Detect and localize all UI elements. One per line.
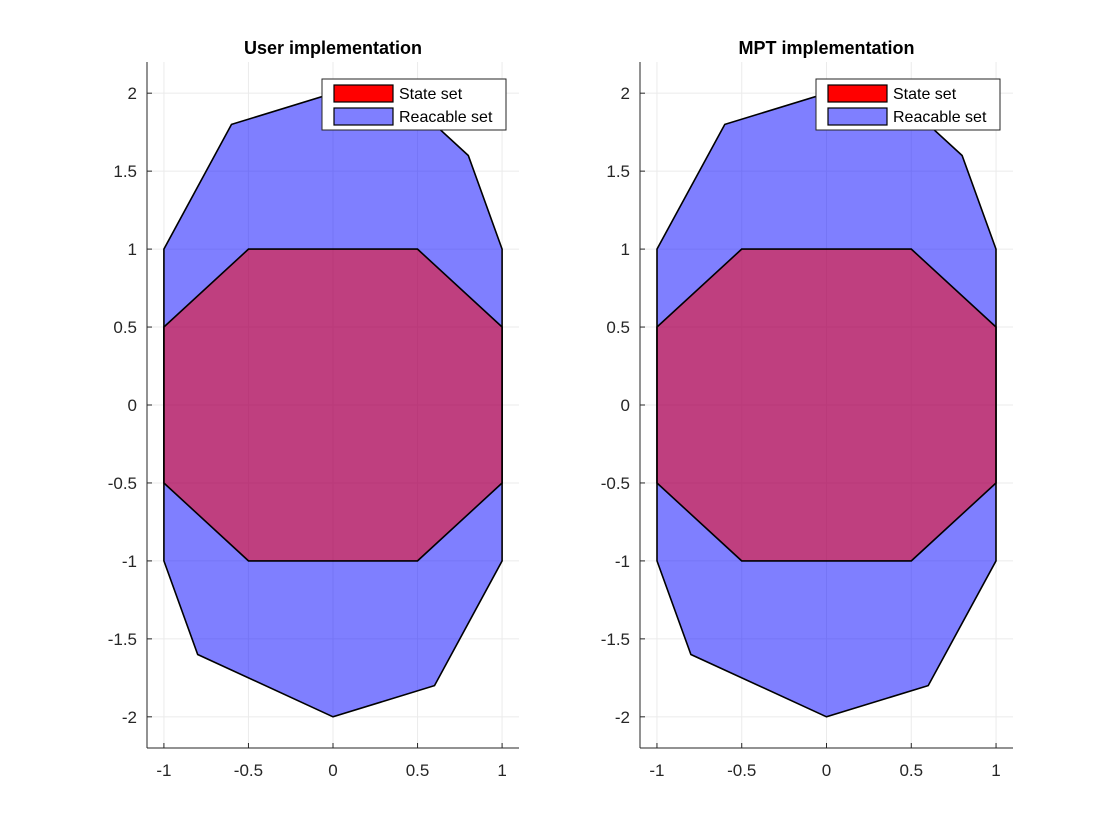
- right-axes: -1 -0.5 0 0.5 1 2 1.5 1 0.5 0 -0.5 -1 -1.5 -2 MPT impl…: [601, 38, 1013, 780]
- y-tick-label: -1.5: [601, 630, 630, 649]
- axes-title: User implementation: [244, 38, 422, 58]
- y-tick-label: 2: [128, 84, 137, 103]
- y-tick-label: 0.5: [606, 318, 630, 337]
- left-axes: -1 -0.5 0 0.5 1 2 1.5 1 0.5 0 -0.5 -1 -1.5 -2 User imp…: [108, 38, 519, 780]
- legend-swatch-state-set: [827, 84, 888, 103]
- y-tick-label: -0.5: [601, 474, 630, 493]
- legend: State set Reacable set: [815, 78, 1001, 131]
- x-tick-label: -0.5: [234, 761, 263, 780]
- legend-label-reacable-set: Reacable set: [399, 109, 493, 126]
- y-tick-label: -2: [615, 708, 630, 727]
- state-set-polygon: [163, 248, 503, 562]
- x-tick-label: -1: [156, 761, 171, 780]
- y-tick-label: -1.5: [108, 630, 137, 649]
- y-tick-label: 1: [128, 240, 137, 259]
- legend-label-reacable-set: Reacable set: [893, 109, 987, 126]
- y-tick-label: 0: [621, 396, 630, 415]
- y-tick-label: 0: [128, 396, 137, 415]
- x-tick-label: -0.5: [727, 761, 756, 780]
- x-tick-label: 0: [328, 761, 337, 780]
- x-tick-label: -1: [649, 761, 664, 780]
- state-set-polygon: [656, 248, 997, 562]
- axes-title: MPT implementation: [738, 38, 914, 58]
- y-tick-label: 1: [621, 240, 630, 259]
- y-tick-label: 1.5: [606, 162, 630, 181]
- x-tick-label: 0.5: [899, 761, 923, 780]
- x-tick-label: 1: [497, 761, 506, 780]
- y-tick-label: 1.5: [113, 162, 137, 181]
- y-tick-label: -0.5: [108, 474, 137, 493]
- legend: State set Reacable set: [321, 78, 507, 131]
- y-tick-label: 2: [621, 84, 630, 103]
- y-tick-label: 0.5: [113, 318, 137, 337]
- legend-label-state-set: State set: [893, 86, 957, 103]
- x-tick-label: 1: [991, 761, 1000, 780]
- x-tick-label: 0.5: [406, 761, 430, 780]
- legend-label-state-set: State set: [399, 86, 463, 103]
- y-tick-label: -2: [122, 708, 137, 727]
- y-tick-label: -1: [615, 552, 630, 571]
- legend-swatch-state-set: [333, 84, 394, 103]
- legend-swatch-reacable-set: [333, 107, 394, 126]
- y-tick-label: -1: [122, 552, 137, 571]
- legend-swatch-reacable-set: [827, 107, 888, 126]
- x-tick-label: 0: [822, 761, 831, 780]
